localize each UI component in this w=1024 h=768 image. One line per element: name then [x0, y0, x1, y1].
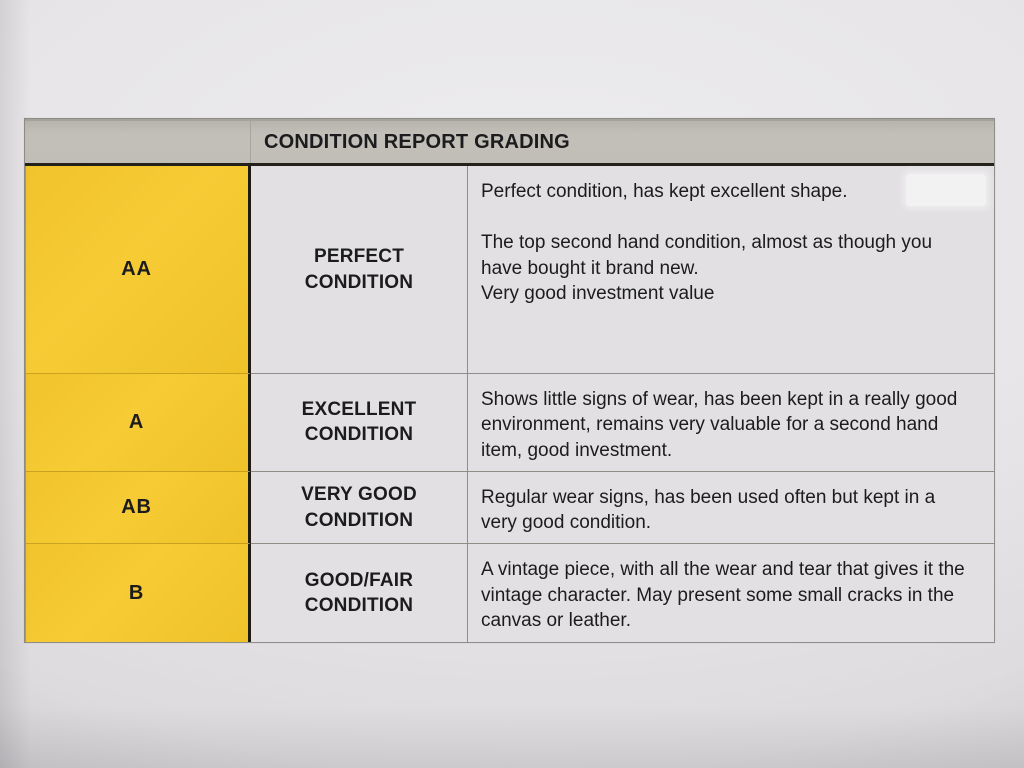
condition-cell: VERY GOOD CONDITION [251, 470, 468, 544]
description-cell: Regular wear signs, has been used often … [468, 470, 994, 544]
description-paragraph: Perfect condition, has kept excellent sh… [481, 181, 848, 202]
grade-cell: A [25, 373, 251, 471]
description-paragraph: The top second hand condition, almost as… [481, 232, 933, 279]
description-cell: A vintage piece, with all the wear and t… [468, 543, 994, 643]
table-row: B GOOD/FAIR CONDITION A vintage piece, w… [25, 543, 994, 643]
header-empty-cell [25, 121, 251, 163]
table-row: AB VERY GOOD CONDITION Regular wear sign… [25, 470, 994, 544]
description-paragraph: Shows little signs of wear, has been kep… [481, 389, 958, 461]
description-cell: Perfect condition, has kept excellent sh… [468, 166, 994, 373]
description-paragraph: A vintage piece, with all the wear and t… [481, 559, 965, 631]
grade-cell: AB [25, 470, 251, 544]
whiteout-patch [906, 174, 986, 206]
table-title: CONDITION REPORT GRADING [264, 130, 570, 153]
description-cell: Shows little signs of wear, has been kep… [468, 373, 994, 471]
condition-cell: PERFECT CONDITION [251, 166, 468, 373]
condition-cell: GOOD/FAIR CONDITION [251, 543, 468, 643]
grade-cell: B [25, 543, 251, 643]
description-paragraph: Regular wear signs, has been used often … [481, 486, 936, 534]
table-header-bar: CONDITION REPORT GRADING [25, 119, 994, 166]
table-row: AA PERFECT CONDITION Perfect condition, … [25, 166, 994, 373]
condition-cell: EXCELLENT CONDITION [251, 373, 468, 471]
description-paragraph: Very good investment value [481, 282, 715, 304]
condition-grading-table: CONDITION REPORT GRADING AA PERFECT COND… [24, 118, 995, 644]
table-row: A EXCELLENT CONDITION Shows little signs… [25, 373, 994, 471]
grade-cell: AA [25, 166, 251, 373]
